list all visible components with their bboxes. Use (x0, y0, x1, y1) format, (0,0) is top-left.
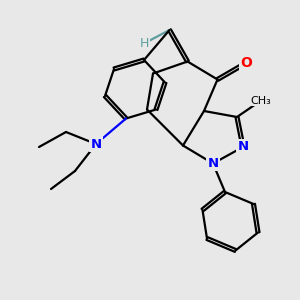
Text: N: N (90, 137, 102, 151)
Text: N: N (207, 157, 219, 170)
Text: CH₃: CH₃ (250, 95, 272, 106)
Text: H: H (139, 37, 149, 50)
Text: N: N (237, 140, 249, 154)
Text: O: O (240, 56, 252, 70)
